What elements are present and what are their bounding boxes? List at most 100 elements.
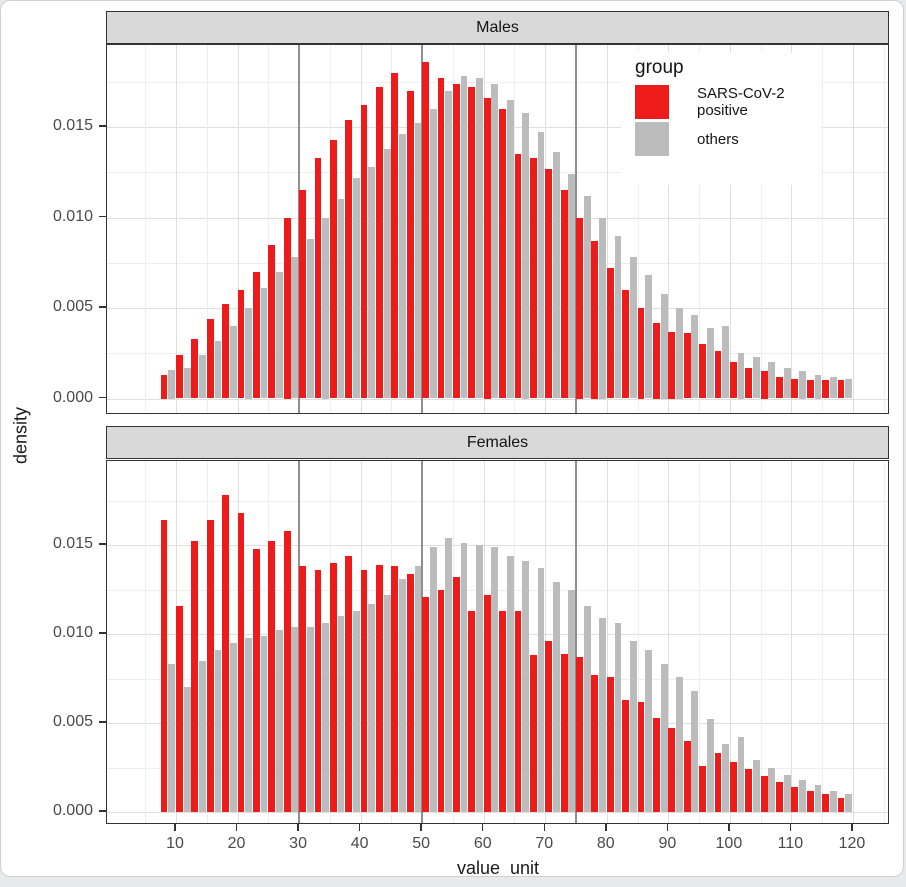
- bar-others: [629, 257, 637, 399]
- y-tick-mark: [99, 125, 106, 127]
- bar-positive: [591, 241, 599, 399]
- bar-positive: [406, 573, 414, 812]
- bar-others: [629, 641, 637, 812]
- bar-positive: [329, 139, 337, 399]
- bar-others: [399, 134, 406, 399]
- bar-others: [537, 568, 545, 812]
- bar-others: [491, 83, 499, 399]
- y-tick-label: 0.015: [52, 117, 93, 134]
- reference-line-x-50: [421, 461, 423, 823]
- bar-positive: [376, 564, 383, 812]
- bar-positive: [714, 753, 722, 812]
- bar-others: [445, 537, 453, 812]
- minor-gridline-h: [107, 81, 888, 83]
- legend-label-positive: SARS-CoV-2 positive: [697, 85, 785, 119]
- bar-others: [383, 148, 391, 399]
- bar-others: [352, 610, 360, 812]
- major-gridline-h: [107, 812, 888, 813]
- y-tick-mark: [99, 632, 106, 634]
- bar-positive: [668, 728, 676, 812]
- bar-positive: [252, 548, 260, 812]
- x-tick-mark: [789, 824, 792, 831]
- bar-positive: [329, 562, 337, 812]
- bar-others: [583, 605, 591, 812]
- bar-others: [368, 603, 376, 812]
- bar-positive: [422, 61, 430, 399]
- y-axis-title: density: [10, 406, 31, 465]
- bar-others: [660, 293, 668, 399]
- bar-others: [783, 774, 791, 812]
- bar-others: [737, 737, 745, 812]
- x-tick-label: 40: [350, 835, 369, 852]
- bar-positive: [606, 268, 614, 399]
- bar-positive: [791, 787, 799, 812]
- bar-others: [506, 555, 514, 812]
- x-tick-label: 50: [412, 835, 431, 852]
- bar-others: [399, 578, 406, 812]
- bar-others: [168, 664, 176, 812]
- bar-positive: [837, 380, 845, 399]
- bar-others: [814, 785, 822, 812]
- bar-positive: [314, 157, 322, 399]
- bar-positive: [453, 577, 460, 812]
- major-gridline-v: [668, 461, 670, 823]
- major-gridline-v: [852, 461, 854, 823]
- bar-positive: [206, 520, 214, 812]
- bar-others: [383, 594, 391, 812]
- bar-others: [352, 177, 360, 399]
- bar-others: [429, 108, 437, 399]
- minor-gridline-v: [883, 45, 885, 413]
- bar-others: [660, 664, 668, 812]
- bar-positive: [391, 566, 399, 812]
- bar-others: [783, 367, 791, 399]
- bar-positive: [237, 289, 245, 399]
- bar-positive: [160, 520, 168, 812]
- bar-others: [599, 217, 606, 399]
- bar-positive: [791, 378, 799, 399]
- bar-positive: [191, 338, 199, 399]
- x-tick-mark: [728, 824, 730, 831]
- bar-positive: [822, 380, 830, 399]
- bar-positive: [299, 190, 306, 399]
- bar-positive: [837, 797, 845, 812]
- x-tick-mark: [358, 824, 361, 831]
- major-gridline-h: [107, 545, 888, 546]
- minor-gridline-v: [883, 461, 885, 823]
- bar-others: [168, 369, 176, 399]
- bar-positive: [776, 781, 783, 812]
- bar-positive: [406, 90, 414, 399]
- bar-positive: [360, 105, 368, 399]
- y-tick-label: 0.010: [52, 207, 93, 225]
- x-tick-label: 100: [715, 835, 743, 852]
- bar-positive: [191, 541, 199, 812]
- bar-others: [706, 719, 714, 812]
- facet-strip-females: Females: [106, 426, 889, 459]
- legend-key-red-swatch: [635, 85, 669, 119]
- major-gridline-h: [107, 398, 888, 400]
- bar-others: [183, 367, 191, 399]
- females-panel: [106, 460, 889, 824]
- minor-gridline-v: [822, 461, 824, 823]
- y-tick-mark: [99, 721, 106, 723]
- bar-others: [276, 630, 283, 812]
- bar-others: [322, 217, 330, 399]
- bar-positive: [729, 762, 737, 812]
- minor-gridline-v: [760, 461, 762, 823]
- bar-positive: [714, 351, 722, 399]
- bar-others: [614, 235, 622, 399]
- y-tick-label: 0.000: [52, 802, 93, 819]
- legend-entry-others: others: [635, 122, 821, 156]
- bar-positive: [729, 362, 737, 399]
- bar-positive: [745, 769, 753, 812]
- bar-others: [337, 199, 345, 399]
- bar-others: [229, 642, 237, 812]
- reference-line-x-30: [298, 45, 300, 413]
- legend-title: group: [635, 57, 684, 78]
- x-tick-mark: [605, 824, 607, 831]
- bar-others: [337, 616, 345, 812]
- bar-others: [460, 76, 468, 399]
- bar-positive: [376, 87, 383, 399]
- bar-positive: [483, 594, 491, 812]
- bar-positive: [529, 157, 537, 399]
- x-tick-mark: [297, 824, 299, 831]
